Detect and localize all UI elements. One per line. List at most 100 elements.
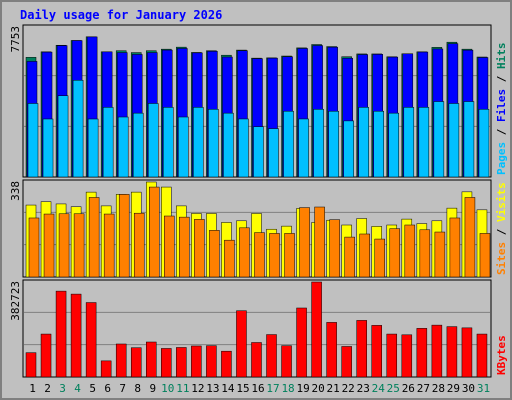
bar-kbytes-day-2	[40, 333, 52, 378]
bar-pages-day-9	[148, 103, 159, 178]
bar-sites-day-31	[479, 233, 491, 278]
x-tick-label: 8	[134, 382, 141, 395]
bar-pages-day-24	[373, 110, 384, 178]
bar-sites-day-2	[43, 213, 55, 278]
bar-kbytes-day-19	[296, 307, 307, 378]
bar-pages-day-7	[117, 116, 129, 178]
bar-pages-day-1	[27, 103, 39, 178]
bar-pages-day-16	[253, 126, 264, 178]
bar-sites-day-4	[73, 213, 85, 278]
legend-item-pages: Pages	[495, 142, 508, 175]
legend: KBytes	[495, 335, 508, 375]
x-tick-label: 19	[296, 382, 309, 395]
bar-kbytes-day-15	[236, 310, 247, 378]
bar-pages-day-30	[463, 101, 475, 178]
bar-sites-day-15	[239, 227, 250, 278]
bar-sites-day-5	[88, 197, 100, 278]
bar-pages-day-19	[298, 118, 309, 178]
bar-kbytes-day-29	[446, 326, 458, 378]
x-tick-label: 29	[447, 382, 460, 395]
bar-sites-day-29	[449, 217, 461, 278]
bar-pages-day-4	[72, 80, 84, 178]
legend-item-sites: Sites	[495, 242, 508, 275]
bar-kbytes-day-8	[130, 347, 142, 378]
bar-sites-day-9	[149, 186, 160, 278]
bar-kbytes-day-7	[115, 343, 127, 378]
x-tick-label: 27	[417, 382, 430, 395]
bar-pages-day-20	[313, 109, 324, 178]
bar-kbytes-day-13	[206, 345, 217, 378]
bar-sites-day-14	[224, 239, 235, 278]
bar-kbytes-day-28	[431, 324, 443, 378]
legend-item-visits: Visits	[495, 182, 508, 222]
x-tick-label: 26	[402, 382, 415, 395]
bar-pages-day-23	[358, 107, 369, 178]
legend-separator: /	[495, 222, 508, 242]
bar-pages-day-2	[42, 118, 54, 178]
bar-sites-day-26	[404, 224, 416, 278]
x-tick-label: 18	[281, 382, 294, 395]
bar-kbytes-day-21	[326, 322, 337, 378]
bar-sites-day-19	[299, 207, 310, 278]
bar-sites-day-10	[164, 215, 175, 278]
x-tick-label: 28	[432, 382, 445, 395]
bar-sites-day-3	[58, 213, 70, 278]
bar-pages-day-5	[87, 118, 99, 178]
x-tick-label: 14	[221, 382, 235, 395]
bar-pages-day-10	[163, 107, 174, 178]
bar-sites-day-28	[434, 231, 446, 278]
bar-sites-day-30	[464, 197, 476, 278]
bar-kbytes-day-14	[221, 350, 232, 378]
bar-sites-day-8	[133, 212, 145, 278]
x-tick-label: 10	[161, 382, 174, 395]
bar-kbytes-day-10	[161, 348, 172, 378]
bar-pages-day-29	[448, 103, 460, 178]
x-tick-label: 13	[206, 382, 219, 395]
bar-pages-day-27	[418, 107, 430, 178]
bar-pages-day-21	[328, 110, 339, 178]
x-tick-label: 4	[74, 382, 81, 395]
bar-sites-day-13	[209, 230, 220, 278]
bar-kbytes-day-3	[55, 290, 67, 378]
legend-item-kbytes: KBytes	[495, 335, 508, 375]
bar-pages-day-8	[132, 112, 144, 178]
bar-sites-day-23	[359, 233, 370, 278]
bar-kbytes-day-18	[281, 345, 292, 378]
bar-pages-day-12	[193, 107, 204, 178]
bar-pages-day-6	[102, 107, 114, 178]
bar-pages-day-17	[268, 128, 279, 178]
bar-sites-day-6	[103, 213, 115, 278]
x-tick-label: 24	[372, 382, 386, 395]
bar-pages-day-28	[433, 101, 445, 178]
bar-sites-day-1	[28, 217, 40, 278]
x-tick-label: 7	[119, 382, 126, 395]
panel-kbytes: 382723 KBytes	[9, 279, 508, 378]
bar-pages-day-25	[388, 112, 400, 178]
bar-kbytes-day-23	[356, 320, 367, 378]
bar-sites-day-21	[329, 219, 340, 278]
x-tick-label: 5	[89, 382, 96, 395]
bar-kbytes-day-9	[146, 341, 157, 378]
bar-kbytes-day-17	[266, 334, 277, 378]
bar-kbytes-day-6	[100, 360, 112, 378]
bar-kbytes-day-26	[401, 334, 413, 378]
x-tick-label: 23	[357, 382, 370, 395]
bar-kbytes-day-1	[25, 352, 37, 378]
bar-sites-day-20	[314, 206, 325, 278]
bar-kbytes-day-22	[341, 346, 352, 378]
legend-separator: /	[495, 69, 508, 89]
x-tick-label: 25	[387, 382, 400, 395]
x-tick-label: 11	[176, 382, 189, 395]
bar-sites-day-16	[254, 232, 265, 278]
max-value-label: 338	[9, 181, 22, 201]
bar-pages-day-3	[57, 95, 69, 178]
max-value-label: 382723	[9, 281, 22, 321]
bar-kbytes-day-30	[461, 327, 473, 378]
bar-kbytes-day-5	[85, 302, 97, 378]
x-tick-label: 9	[149, 382, 156, 395]
bar-sites-day-11	[179, 216, 190, 278]
bar-kbytes-day-31	[476, 333, 488, 378]
bar-kbytes-day-20	[311, 281, 322, 378]
max-value-label: 7753	[9, 26, 22, 53]
